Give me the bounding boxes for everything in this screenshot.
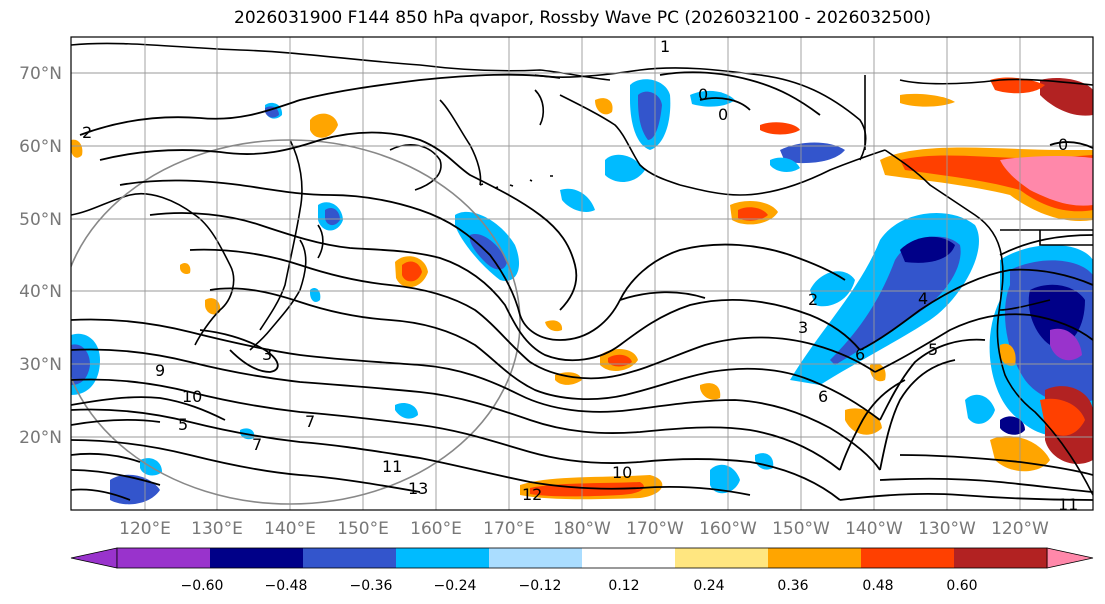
colorbar-tick-label: 0.36	[777, 578, 808, 594]
lon-label: 170°W	[626, 519, 684, 539]
colorbar-tick-label: −0.24	[434, 578, 477, 594]
contour-label: 11	[382, 457, 402, 476]
contour-label: 5	[178, 415, 188, 434]
colorbar-segment	[861, 548, 955, 568]
contour-label: 10	[612, 463, 632, 482]
region-outline	[71, 139, 521, 505]
colorbar-segment	[210, 548, 304, 568]
lon-label: 180°W	[553, 519, 611, 539]
lon-label: 130°E	[191, 519, 243, 539]
contour-label: 2	[82, 123, 92, 142]
map-plot-area: 1 2 0 0 0 2 3 4 5 6 6 7 7 9 10 10 11 11 …	[71, 37, 1093, 514]
contour-label: 9	[155, 361, 165, 380]
contour-label: 0	[718, 105, 728, 124]
contour-label: 13	[408, 479, 428, 498]
lon-label: 170°E	[483, 519, 535, 539]
contour-label: 4	[918, 289, 928, 308]
colorbar-segment	[768, 548, 862, 568]
contour-label: 3	[798, 318, 808, 337]
contour-label: 2	[808, 290, 818, 309]
page-title: 2026031900 F144 850 hPa qvapor, Rossby W…	[234, 8, 931, 28]
colorbar-min-arrow	[70, 547, 118, 569]
colorbar-tick-label: 0.24	[693, 578, 724, 594]
lon-label: 130°W	[918, 519, 976, 539]
colorbar-segment	[954, 548, 1048, 568]
colorbar-tick-labels: −0.60 −0.48 −0.36 −0.24 −0.12 0.12 0.24 …	[181, 578, 978, 594]
contour-label: 3	[262, 345, 272, 364]
contour-label: 6	[818, 387, 828, 406]
latitude-labels: 70°N 60°N 50°N 40°N 30°N 20°N	[19, 64, 62, 448]
contour-label: 0	[1058, 135, 1068, 154]
lat-label: 40°N	[19, 282, 62, 302]
contour-label: 7	[305, 412, 315, 431]
contour-label: 5	[928, 340, 938, 359]
lon-label: 160°E	[410, 519, 462, 539]
lon-label: 140°W	[845, 519, 903, 539]
contour-label: 1	[660, 37, 670, 56]
lat-label: 30°N	[19, 355, 62, 375]
colorbar-segment	[582, 548, 676, 568]
graticule	[71, 37, 1093, 510]
colorbar-segments	[117, 548, 1048, 568]
contour-label: 6	[855, 345, 865, 364]
colorbar-frame	[116, 547, 1048, 569]
lon-label: 150°W	[772, 519, 830, 539]
lon-label: 120°W	[991, 519, 1049, 539]
colorbar-tick-label: −0.60	[181, 578, 224, 594]
colorbar-segment	[117, 548, 211, 568]
lat-label: 50°N	[19, 210, 62, 230]
colorbar-tick-label: 0.60	[946, 578, 977, 594]
lon-label: 150°E	[337, 519, 389, 539]
shading-layer	[71, 77, 1093, 505]
colorbar-tick-label: 0.48	[862, 578, 893, 594]
colorbar-tick-label: 0.12	[608, 578, 639, 594]
contour-lines	[71, 71, 1093, 501]
colorbar-tick-label: −0.48	[265, 578, 308, 594]
colorbar-segment	[675, 548, 769, 568]
lon-label: 120°E	[119, 519, 171, 539]
map-frame	[70, 36, 1094, 511]
contour-label-group: 1 2 0 0 0 2 3 4 5 6 6 7 7 9 10 10 11 11 …	[82, 37, 1078, 514]
colorbar-tick-label: −0.12	[519, 578, 562, 594]
longitude-labels: 120°E 130°E 140°E 150°E 160°E 170°E 180°…	[119, 519, 1049, 539]
colorbar-segment	[396, 548, 490, 568]
contour-label: 11	[1058, 495, 1078, 514]
lat-label: 70°N	[19, 64, 62, 84]
colorbar: −0.60 −0.48 −0.36 −0.24 −0.12 0.12 0.24 …	[70, 547, 1094, 594]
contour-label: 7	[252, 435, 262, 454]
lat-label: 60°N	[19, 137, 62, 157]
contour-label: 12	[522, 485, 542, 504]
contour-label: 10	[182, 387, 202, 406]
lon-label: 140°E	[264, 519, 316, 539]
lat-label: 20°N	[19, 428, 62, 448]
colorbar-segment	[489, 548, 583, 568]
lon-label: 160°W	[699, 519, 757, 539]
colorbar-segment	[303, 548, 397, 568]
colorbar-tick-label: −0.36	[350, 578, 393, 594]
contour-label: 0	[698, 85, 708, 104]
coastlines	[71, 42, 1093, 496]
colorbar-max-arrow	[1046, 547, 1094, 569]
